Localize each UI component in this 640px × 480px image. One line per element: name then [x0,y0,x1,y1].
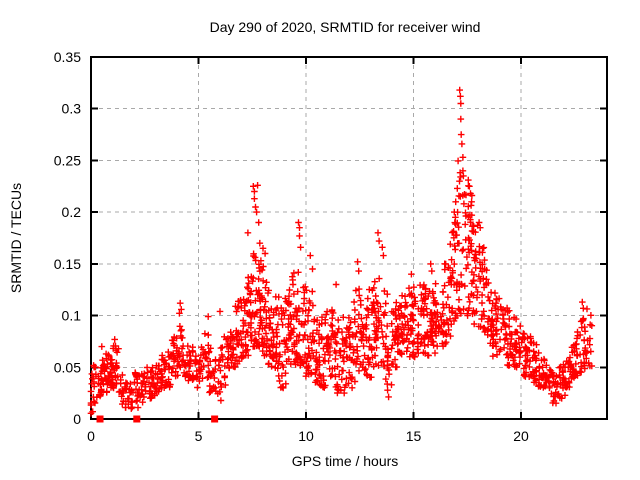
x-tick-label: 15 [406,428,422,444]
x-axis-label: GPS time / hours [291,453,399,469]
y-tick-label: 0.25 [54,152,81,168]
x-tick-label: 10 [298,428,314,444]
y-tick-label: 0.3 [62,101,82,117]
scatter-points [87,86,596,417]
plot-border [90,56,608,420]
y-tick-label: 0.15 [54,256,81,272]
x-tick-label: 5 [195,428,203,444]
y-tick-label: 0.2 [62,204,82,220]
zero-value-marker [96,415,104,423]
x-tick-label: 0 [87,428,95,444]
y-tick-label: 0.05 [54,359,81,375]
zero-value-marker [211,415,219,423]
y-tick-label: 0.35 [54,49,81,65]
y-tick-label: 0 [73,411,81,427]
chart-title: Day 290 of 2020, SRMTID for receiver win… [209,19,481,35]
x-tick-label: 20 [513,428,529,444]
y-tick-label: 0.1 [62,308,82,324]
zero-value-marker [133,415,141,423]
